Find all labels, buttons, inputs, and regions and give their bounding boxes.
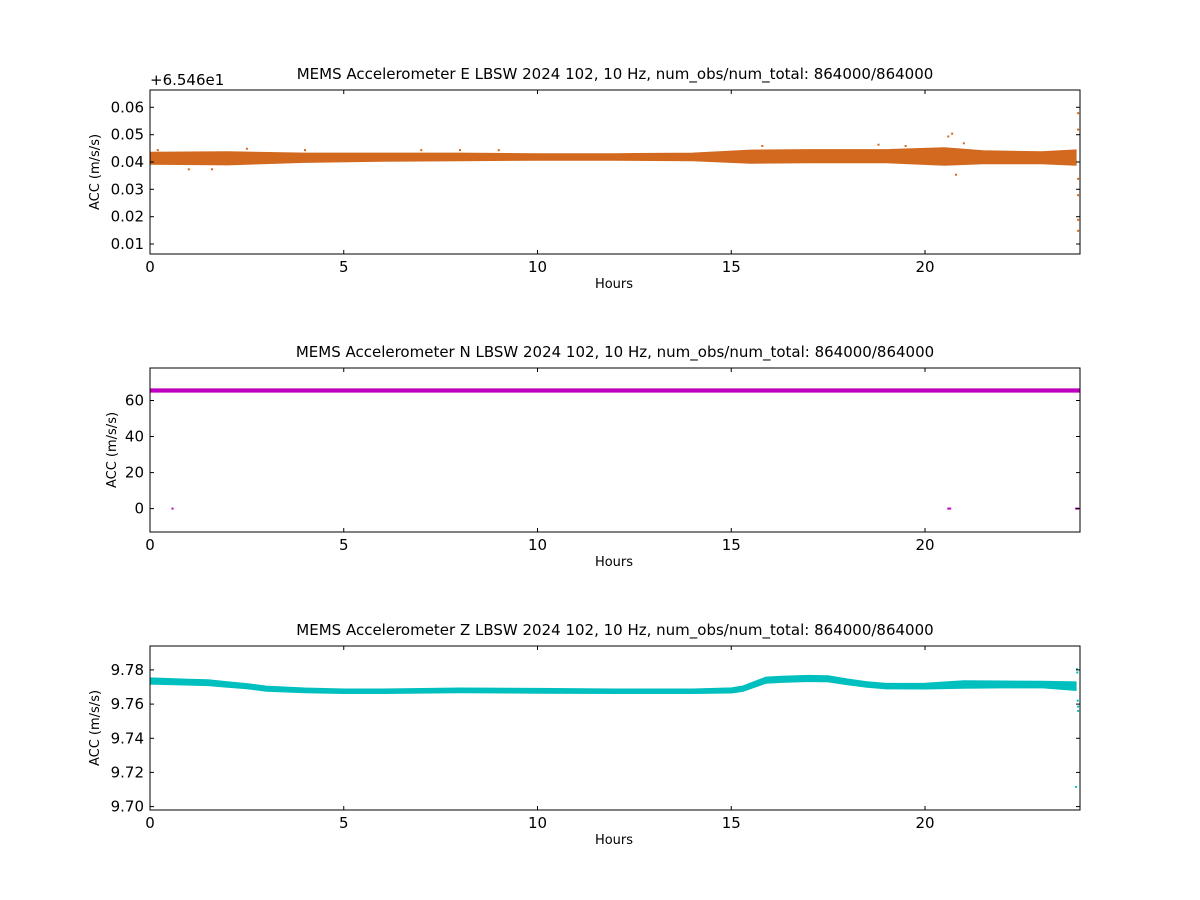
panel-e-x-ticks: 0 5 10 15 20 — [145, 90, 935, 276]
panel-e-outlier-point — [420, 149, 423, 152]
panel-n-x-tick-label: 10 — [528, 536, 547, 554]
panel-z-title: MEMS Accelerometer Z LBSW 2024 102, 10 H… — [296, 621, 933, 640]
panel-n: MEMS Accelerometer N LBSW 2024 102, 10 H… — [105, 343, 1081, 570]
panel-n-outlier-point — [947, 507, 950, 510]
panel-e-outlier-point — [1077, 218, 1080, 221]
panel-n-y-tick-label: 60 — [125, 392, 144, 410]
panel-e-outlier-point — [947, 135, 950, 138]
panel-n-x-tick-label: 0 — [145, 536, 155, 554]
panel-e-data-band — [149, 147, 1077, 166]
panel-e-outlier-point — [497, 149, 500, 152]
panel-n-x-ticks: 0 5 10 15 20 — [145, 368, 935, 554]
panel-e-outlier-point — [1077, 194, 1080, 197]
panel-e-x-tick-label: 20 — [915, 258, 934, 276]
panel-e-y-tick-label: 0.05 — [111, 126, 144, 144]
panel-e-y-ticks: 0.01 0.02 0.03 0.04 0.05 0.06 — [111, 98, 1080, 253]
panel-e-outlier-point — [459, 149, 461, 152]
panel-z-y-ticks: 9.70 9.72 9.74 9.76 9.78 — [111, 661, 1080, 816]
panel-e-outlier-point — [951, 132, 954, 135]
panel-n-frame — [149, 367, 1081, 533]
panel-z-outlier-point — [1077, 705, 1080, 708]
panel-e-outlier-point — [1077, 128, 1080, 131]
panel-e-y-axis-label: ACC (m/s/s) — [88, 134, 103, 210]
panel-z-x-axis-label: Hours — [595, 833, 633, 848]
panel-z-outlier-point — [1077, 709, 1080, 712]
panel-e-offset-label: +6.546e1 — [150, 71, 224, 89]
panel-z-x-ticks: 0 5 10 15 20 — [145, 646, 935, 832]
panel-e-x-tick-label: 10 — [528, 258, 547, 276]
panel-e-frame — [149, 89, 1081, 255]
panel-n-plot-area — [149, 388, 1081, 510]
panel-z-x-tick-label: 5 — [339, 814, 349, 832]
panel-n-y-axis-label: ACC (m/s/s) — [105, 412, 120, 488]
panel-z-frame — [149, 645, 1081, 811]
panel-n-y-tick-label: 20 — [125, 464, 144, 482]
panel-e-outlier-point — [761, 145, 764, 147]
panel-n-x-tick-label: 20 — [915, 536, 934, 554]
panel-e-y-tick-label: 0.04 — [111, 153, 144, 171]
panel-z-outlier-point — [1076, 699, 1079, 702]
panel-e-plot-area — [149, 112, 1080, 232]
panel-n-x-tick-label: 5 — [339, 536, 349, 554]
panel-n-y-ticks: 0 20 40 60 — [125, 392, 1080, 518]
panel-n-outlier-point — [171, 507, 174, 510]
panel-e-title: MEMS Accelerometer E LBSW 2024 102, 10 H… — [297, 65, 934, 84]
panel-z-outlier-point — [1075, 668, 1078, 671]
panel-e-y-tick-label: 0.01 — [111, 235, 144, 253]
panel-e-x-axis-label: Hours — [595, 277, 633, 292]
panel-e-x-tick-label: 5 — [339, 258, 349, 276]
panel-n-x-axis-label: Hours — [595, 555, 633, 570]
panel-z-outlier-point — [1076, 671, 1079, 674]
panel-e-y-tick-label: 0.02 — [111, 208, 144, 226]
panel-n-y-tick-label: 40 — [125, 428, 144, 446]
panel-e-outlier-point — [245, 147, 248, 150]
panel-n-title: MEMS Accelerometer N LBSW 2024 102, 10 H… — [296, 343, 934, 362]
panel-n-y-tick-label: 0 — [134, 500, 144, 518]
panel-e-outlier-point — [187, 168, 190, 171]
panel-n-data-band — [149, 388, 1081, 393]
panel-z-plot-area — [149, 668, 1080, 788]
panel-n-outlier-point — [949, 507, 952, 510]
panel-e-y-tick-label: 0.03 — [111, 180, 144, 198]
panel-e-x-tick-label: 0 — [145, 258, 155, 276]
panel-e-y-tick-label: 0.06 — [111, 98, 144, 116]
panel-z-y-tick-label: 9.76 — [111, 695, 144, 713]
panel-z-x-tick-label: 10 — [528, 814, 547, 832]
panel-z-x-tick-label: 0 — [145, 814, 155, 832]
panel-e-x-tick-label: 15 — [722, 258, 741, 276]
panel-z-x-tick-label: 20 — [915, 814, 934, 832]
panel-e-outlier-point — [304, 149, 306, 152]
panel-z: MEMS Accelerometer Z LBSW 2024 102, 10 H… — [88, 621, 1081, 848]
panel-e-outlier-point — [955, 173, 957, 176]
panel-e-outlier-point — [1077, 229, 1080, 232]
panel-e-outlier-point — [211, 168, 213, 171]
panel-e-outlier-point — [1077, 112, 1080, 115]
panel-e-outlier-point — [1077, 177, 1080, 180]
panel-z-outlier-point — [1075, 785, 1078, 788]
panel-z-y-tick-label: 9.78 — [111, 661, 144, 679]
panel-z-y-tick-label: 9.70 — [111, 798, 144, 816]
panel-z-y-tick-label: 9.74 — [111, 729, 144, 747]
panel-n-x-tick-label: 15 — [722, 536, 741, 554]
panel-e: MEMS Accelerometer E LBSW 2024 102, 10 H… — [88, 65, 1081, 292]
panel-e-outlier-point — [904, 145, 907, 147]
panel-e-outlier-point — [962, 142, 965, 145]
panel-z-data-band — [149, 674, 1077, 694]
panel-z-y-tick-label: 9.72 — [111, 763, 144, 781]
panel-e-outlier-point — [877, 143, 880, 146]
panel-z-y-axis-label: ACC (m/s/s) — [88, 690, 103, 766]
panel-z-x-tick-label: 15 — [722, 814, 741, 832]
panel-e-outlier-point — [156, 149, 159, 152]
